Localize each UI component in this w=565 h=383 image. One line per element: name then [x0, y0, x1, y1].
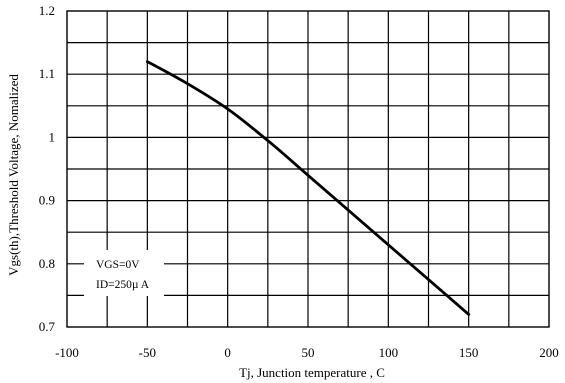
y-tick-label: 1.1 [39, 66, 55, 81]
y-tick-label: 0.9 [39, 193, 55, 208]
y-tick-label: 1.2 [39, 3, 55, 18]
y-tick-label: 0.7 [39, 319, 56, 334]
grid-lines [67, 11, 549, 327]
x-tick-label: 50 [302, 345, 315, 360]
annotation-vgs: VGS=0V [96, 259, 140, 271]
x-tick-labels: -100 -50 0 50 100 150 200 [55, 345, 559, 360]
x-tick-label: 200 [539, 345, 559, 360]
annotation-box [84, 250, 164, 296]
y-tick-label: 0.8 [39, 256, 55, 271]
series-line [145, 60, 471, 316]
x-tick-label: 100 [379, 345, 399, 360]
x-tick-label: 0 [224, 345, 231, 360]
annotation-id: ID=250µ A [96, 279, 150, 291]
x-axis-label: Tj, Junction temperature , C [239, 365, 385, 380]
x-tick-label: -100 [55, 345, 79, 360]
y-tick-labels: 0.7 0.8 0.9 1 1.1 1.2 [39, 3, 56, 334]
y-tick-label: 1 [49, 129, 56, 144]
x-tick-label: -50 [139, 345, 156, 360]
y-axis-label: Vgs(th),Threshold Voltage, Nomalized [6, 74, 21, 276]
x-tick-label: 150 [459, 345, 479, 360]
plot-frame [66, 10, 550, 328]
